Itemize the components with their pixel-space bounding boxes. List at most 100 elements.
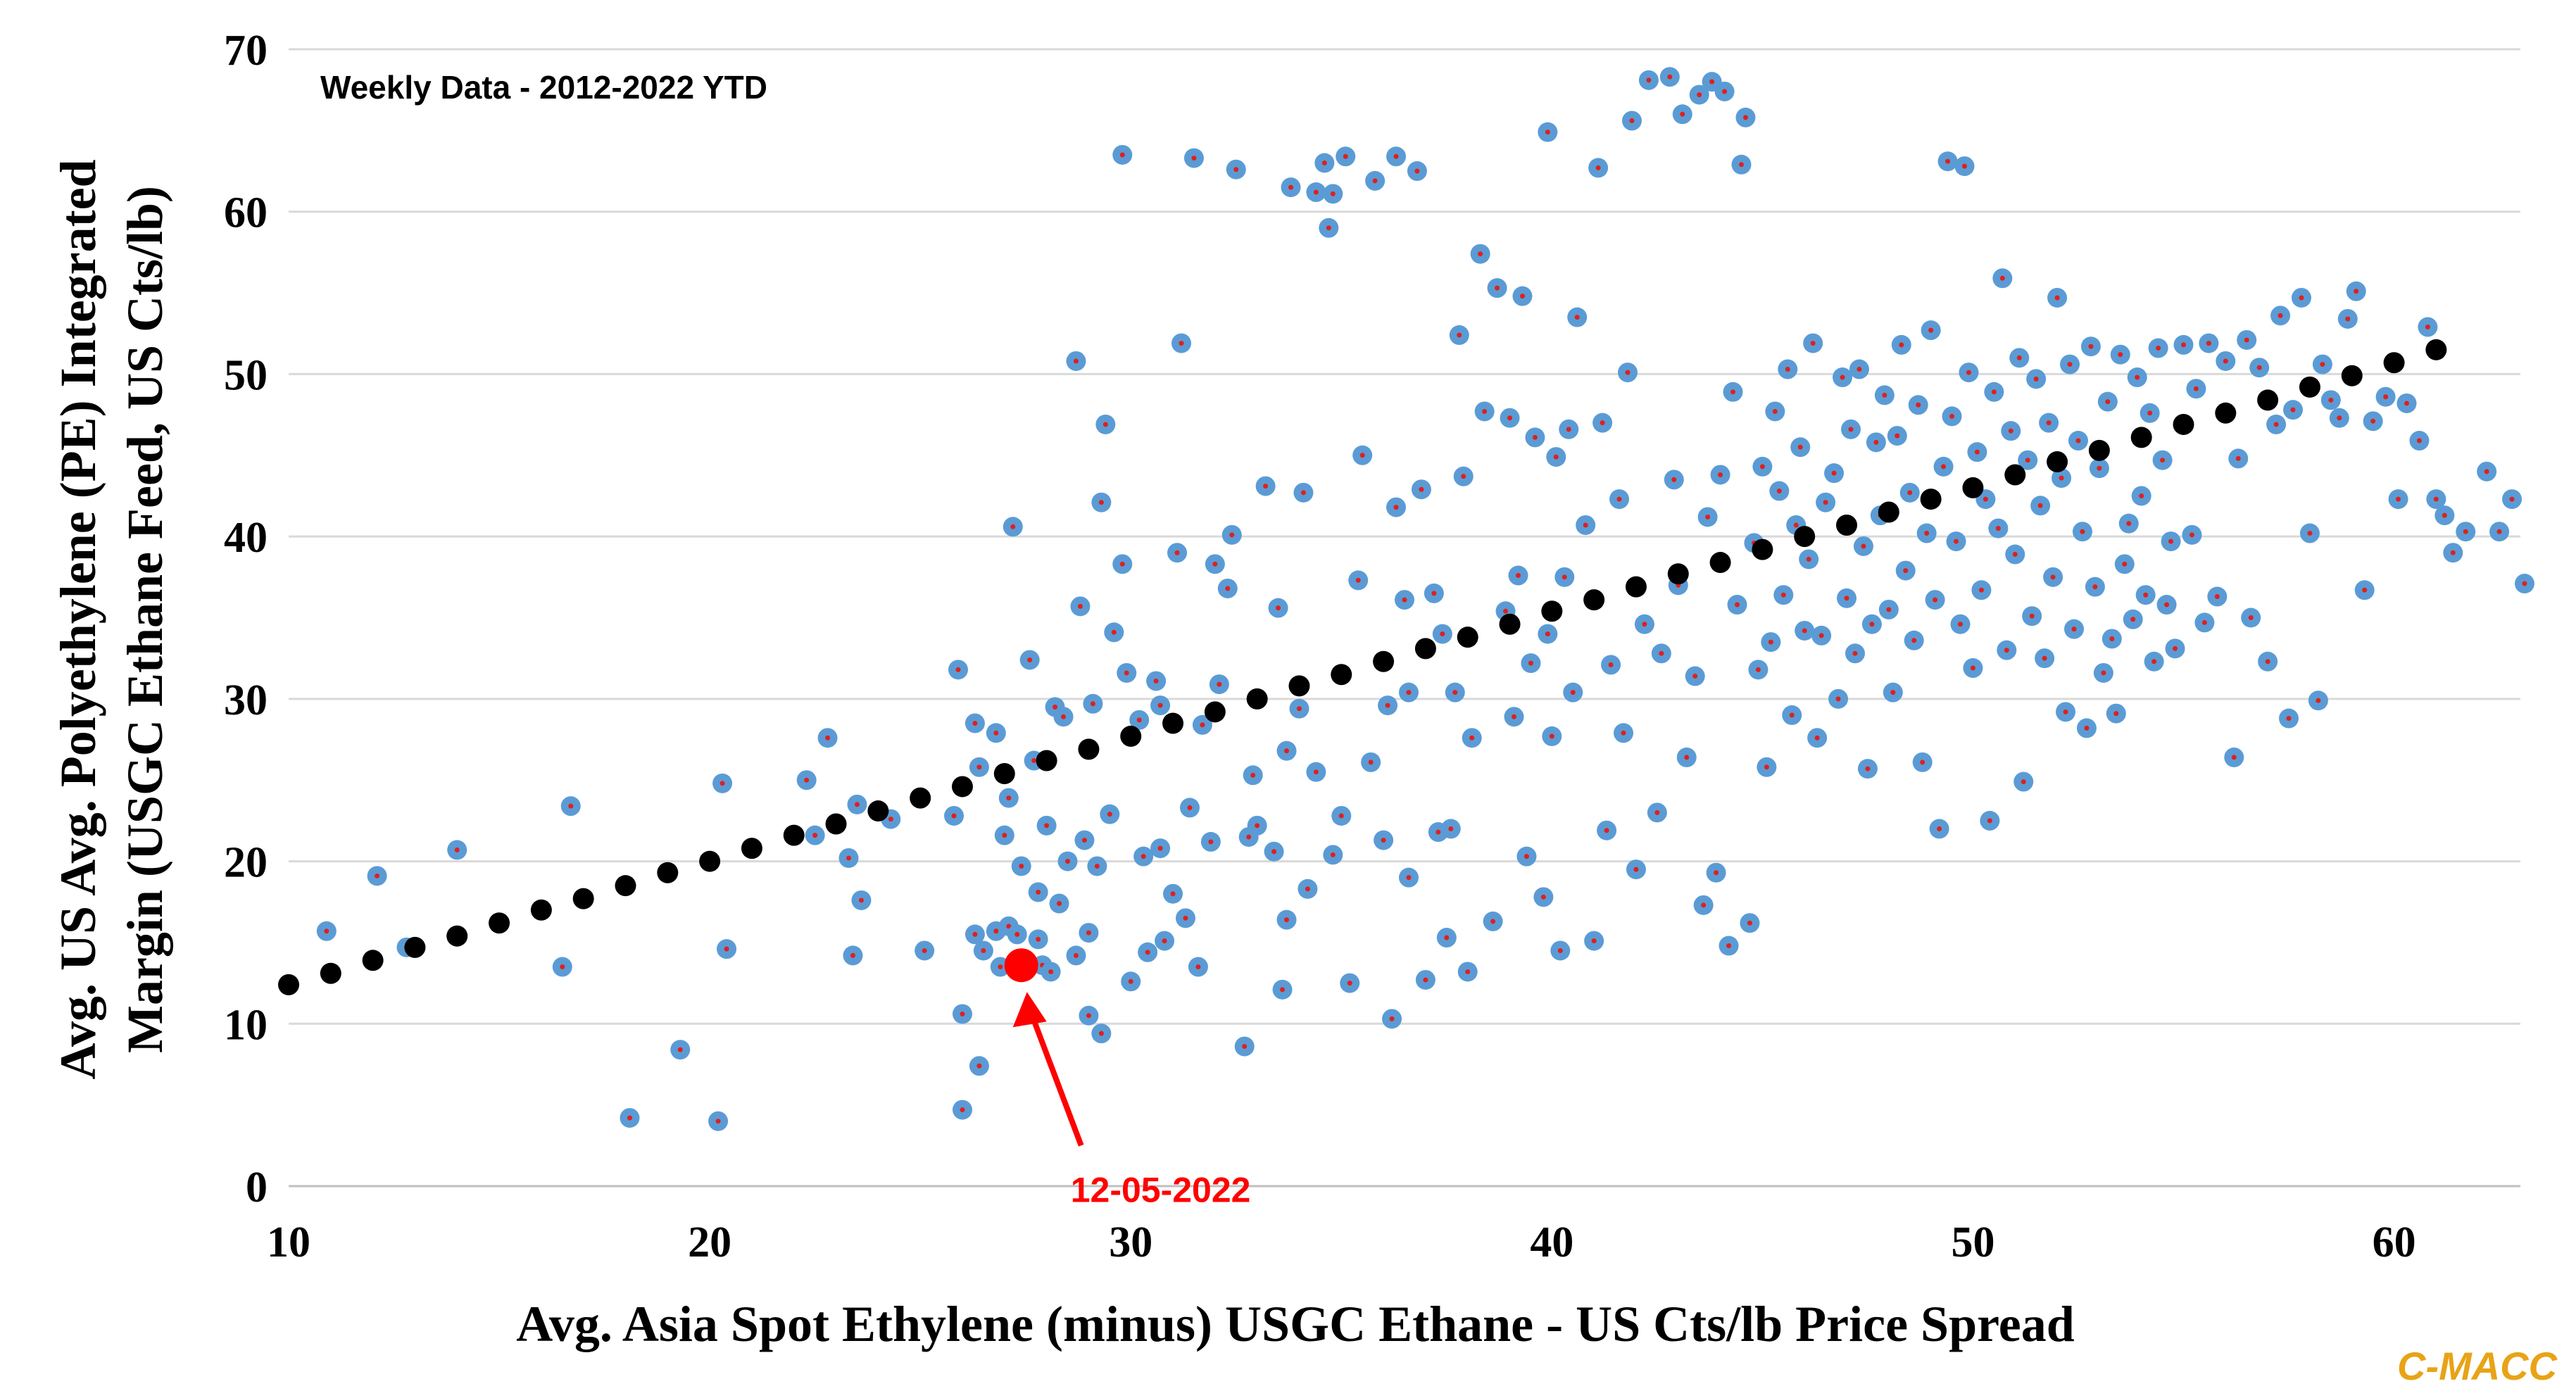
trend-point [1078, 738, 1100, 760]
data-point [1807, 728, 1828, 748]
data-point [2182, 524, 2202, 545]
data-point [367, 866, 387, 886]
data-point [1192, 714, 1212, 735]
data-point [1778, 359, 1798, 379]
data-point [1255, 476, 1276, 496]
data-point [1992, 268, 2013, 289]
data-point [1567, 307, 1588, 327]
data-point [2152, 450, 2173, 470]
data-point [1424, 583, 1444, 603]
highlight-marker: 12-05-2022 [1004, 948, 1250, 1209]
data-point [2140, 403, 2160, 423]
data-point [2030, 496, 2051, 516]
data-point [1411, 479, 1431, 500]
x-tick-label: 40 [1530, 1218, 1573, 1266]
chart-subtitle: Weekly Data - 2012-2022 YTD [320, 69, 767, 106]
data-point [1133, 846, 1154, 867]
data-point [1761, 632, 1781, 653]
trend-point [1794, 526, 1816, 548]
data-point [1365, 170, 1386, 191]
data-point [944, 805, 965, 826]
data-point [1597, 820, 1617, 840]
data-point [1386, 497, 1407, 517]
data-point [1112, 554, 1133, 574]
data-point [1041, 962, 1061, 982]
data-point [1521, 653, 1541, 674]
data-point [2089, 458, 2109, 479]
trend-point [278, 974, 299, 995]
trend-point [825, 813, 847, 835]
data-point [1171, 333, 1191, 353]
data-point [1614, 723, 1634, 743]
data-point [2009, 348, 2030, 368]
data-point [1525, 427, 1545, 448]
data-point [1676, 747, 1697, 767]
data-point [2224, 747, 2244, 767]
data-point [2013, 772, 2034, 792]
data-point [2085, 577, 2105, 597]
data-point [1740, 913, 1760, 933]
data-point [1079, 923, 1099, 943]
data-point [2005, 544, 2025, 565]
data-point [1445, 682, 1465, 703]
data-point [1727, 595, 1747, 615]
trend-point [1457, 626, 1478, 648]
data-point [1735, 107, 1756, 127]
data-point [1618, 363, 1638, 383]
data-point [1003, 517, 1023, 537]
data-point [1824, 463, 1845, 484]
data-point [1706, 862, 1726, 883]
data-point [1049, 893, 1069, 914]
data-point [1891, 334, 1911, 355]
data-point [1453, 466, 1474, 486]
data-point [2101, 629, 2122, 649]
trend-point [1331, 664, 1352, 686]
data-point [1878, 599, 1899, 619]
data-point [1542, 726, 1562, 746]
trend-point [2088, 439, 2110, 461]
data-point [2148, 338, 2168, 358]
data-point [1533, 887, 1554, 907]
data-point [1765, 401, 1785, 422]
y-tick-label: 70 [224, 27, 268, 75]
data-point [717, 939, 737, 959]
data-point [1516, 846, 1537, 867]
data-point [2026, 369, 2047, 389]
data-point [1874, 385, 1895, 405]
data-point [1306, 762, 1326, 782]
data-point [2022, 606, 2042, 626]
data-point [1811, 625, 1832, 646]
data-point [2456, 522, 2476, 542]
trend-point [2425, 339, 2447, 360]
data-point [1276, 741, 1297, 761]
data-point [1942, 406, 1962, 427]
data-point [1601, 655, 1621, 675]
trend-point [1920, 489, 1942, 510]
data-point [1221, 524, 1242, 545]
data-point [2283, 400, 2304, 420]
trend-point [699, 850, 721, 872]
data-point [1576, 515, 1596, 535]
data-point [1104, 622, 1124, 643]
data-point [2477, 461, 2497, 481]
data-point [817, 728, 838, 748]
data-point [1121, 971, 1141, 992]
trend-point [951, 776, 973, 798]
data-point [2241, 607, 2261, 628]
trend-point [2257, 389, 2279, 411]
data-point [1395, 590, 1414, 610]
data-point [2249, 358, 2270, 378]
trend-point [2047, 451, 2068, 473]
data-point [2216, 351, 2236, 371]
trend-point [489, 912, 510, 934]
data-point [2312, 354, 2332, 374]
data-point [2035, 648, 2055, 669]
data-point [1559, 419, 1579, 439]
data-point [1790, 437, 1811, 458]
data-point [1319, 218, 1339, 238]
data-point [2110, 344, 2130, 365]
data-point [1209, 674, 1229, 695]
y-tick-label: 60 [224, 189, 268, 237]
data-point [1857, 759, 1878, 779]
data-point [2076, 718, 2097, 738]
